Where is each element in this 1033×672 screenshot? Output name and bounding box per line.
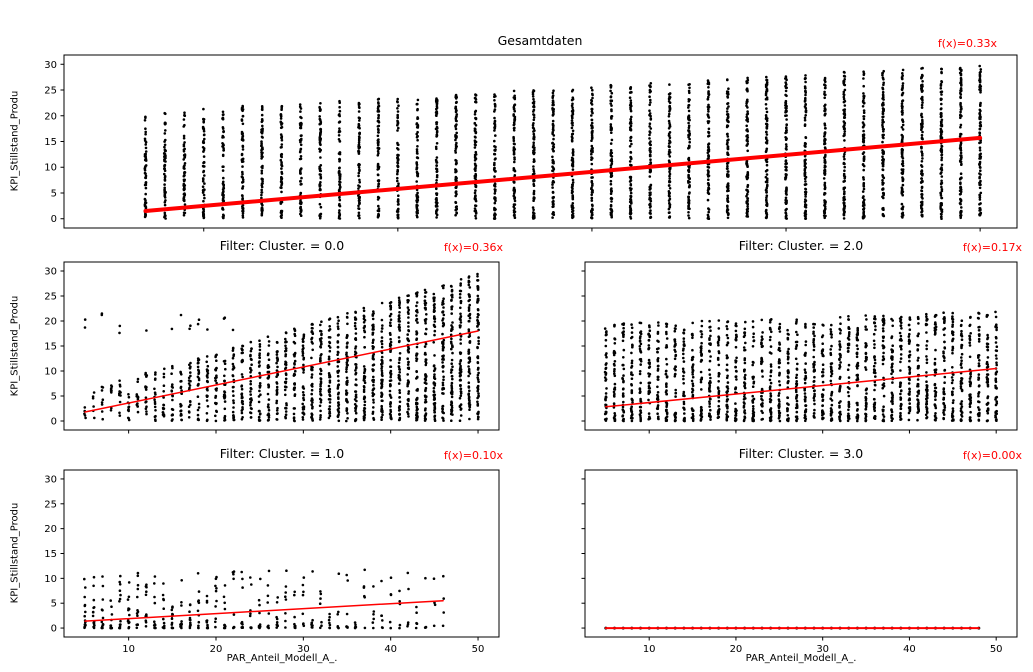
y-axis-label-cluster-0: KPI_Stillstand_Produ [9, 295, 21, 397]
fit-annotation-cluster-3: f(x)=0.00x [962, 449, 1022, 462]
subplot-title-cluster-3: Filter: Cluster. = 3.0 [738, 446, 864, 461]
c2-fit-line [605, 367, 997, 408]
fit-annotation-cluster-1: f(x)=0.10x [443, 449, 503, 462]
subplot-title-cluster-0: Filter: Cluster. = 0.0 [219, 238, 345, 253]
c3-axes-frame [584, 469, 1018, 638]
subplot-title-cluster-2: Filter: Cluster. = 2.0 [738, 238, 864, 253]
gesamtdaten-axes-frame [63, 54, 1018, 229]
c2-plot-area [581, 261, 1018, 434]
x-axis-label-cluster-1: PAR_Anteil_Modell_A_. [226, 653, 338, 664]
svg-text:15: 15 [44, 137, 57, 148]
svg-text:10: 10 [44, 163, 57, 174]
c0-fit-line [84, 330, 479, 413]
svg-text:30: 30 [44, 60, 57, 71]
svg-text:5: 5 [51, 188, 57, 199]
subplot-title-gesamtdaten: Gesamtdaten [497, 33, 583, 48]
svg-text:20: 20 [44, 111, 57, 122]
svg-text:0: 0 [51, 214, 57, 225]
subplot-title-cluster-1: Filter: Cluster. = 1.0 [219, 446, 345, 461]
gesamtdaten-fit-line [143, 135, 983, 213]
c3-plot-area: 10 20 30 40 50 [581, 469, 1018, 655]
fit-annotation-cluster-2: f(x)=0.17x [962, 241, 1022, 254]
gesamtdaten-plot-area: 0 5 10 15 20 25 30 [44, 54, 1018, 232]
c1-fit-line [84, 599, 444, 622]
y-axis-label-cluster-1: KPI_Stillstand_Produ [9, 502, 21, 604]
svg-text:25: 25 [44, 86, 57, 97]
fit-annotation-gesamtdaten: f(x)=0.33x [937, 37, 997, 50]
fit-annotation-cluster-0: f(x)=0.36x [443, 241, 503, 254]
x-axis-label-cluster-3: PAR_Anteil_Modell_A_. [745, 653, 857, 664]
c1-axes-frame [63, 469, 500, 638]
y-axis-label-gesamtdaten: KPI_Stillstand_Produ [9, 90, 21, 192]
